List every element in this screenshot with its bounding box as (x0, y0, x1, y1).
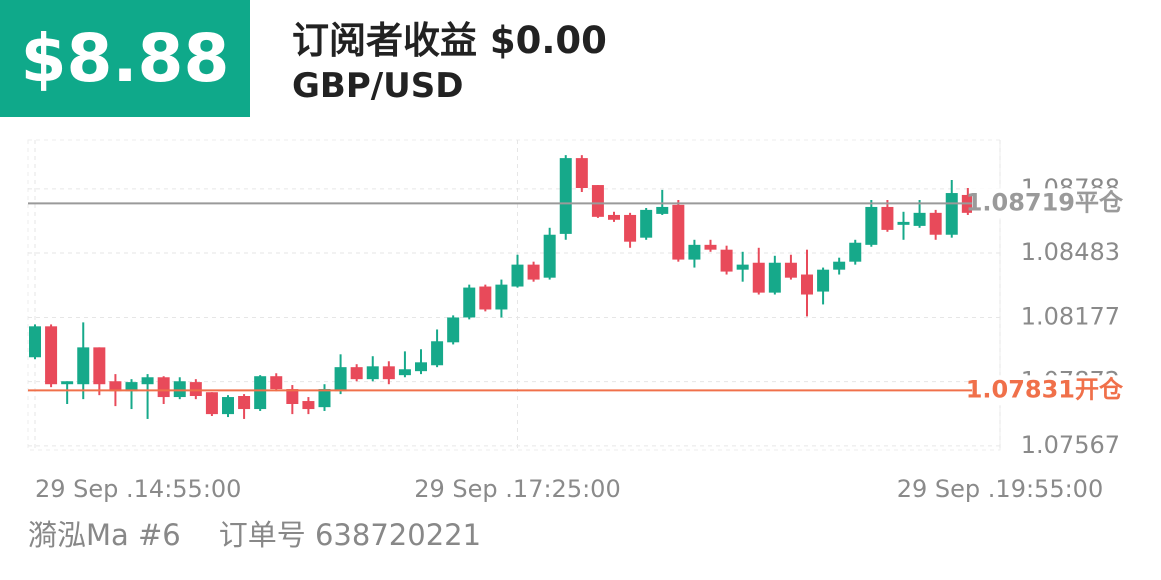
symbol: GBP/USD (292, 66, 464, 106)
candle-body (559, 158, 572, 234)
candle-body (447, 317, 460, 343)
candle-body (334, 367, 347, 392)
candle-body (61, 381, 74, 385)
candle-body (768, 262, 781, 293)
account: 漪泓Ma #6 (28, 518, 181, 552)
candle-body (125, 382, 138, 392)
candle-body (511, 264, 524, 287)
candle-body (929, 212, 942, 235)
candle-body (495, 284, 508, 310)
candle-body (254, 376, 267, 410)
y-tick-label: 1.08483 (1021, 238, 1120, 266)
label-background (972, 188, 1127, 219)
candle-body (205, 392, 218, 415)
reference-label: 1.08719平仓 (966, 188, 1124, 216)
candle-body (752, 262, 765, 293)
candle-body (431, 341, 444, 366)
candle-body (109, 381, 122, 392)
candle-body (286, 389, 299, 404)
candle-body (575, 158, 588, 188)
candle-body (350, 367, 363, 380)
reference-type: 开仓 (1075, 375, 1124, 403)
candle-body (833, 261, 846, 270)
candle-body (865, 206, 878, 245)
label-background (972, 375, 1127, 406)
candle-body (318, 389, 331, 408)
candle-body (29, 326, 41, 358)
candle-body (801, 274, 813, 295)
candle-body (881, 206, 894, 230)
reference-price: 1.07831 (966, 375, 1075, 403)
candle-body (382, 366, 395, 380)
candle-body (672, 204, 685, 260)
candle-body (77, 347, 90, 385)
candle-body (784, 262, 797, 278)
candle-body (656, 206, 669, 214)
candle-body (817, 269, 830, 292)
candle-body (479, 286, 492, 310)
candle-body (608, 214, 620, 220)
title: 订阅者收益 $0.00 (292, 19, 607, 62)
candle-body (141, 377, 154, 385)
y-tick-label: 1.07567 (1021, 431, 1120, 459)
candle-body (913, 212, 926, 226)
y-tick-label: 1.08177 (1021, 302, 1120, 330)
balance: $8.88 (0, 0, 250, 117)
candle-body (945, 193, 958, 235)
x-tick-label: 29 Sep .19:55:00 (897, 475, 1103, 503)
candle-body (270, 376, 283, 390)
reference-price: 1.08719 (966, 188, 1075, 216)
candle-body (189, 382, 202, 396)
candle-body (45, 326, 58, 385)
candle-body (415, 362, 427, 372)
candle-body (543, 234, 556, 278)
reference-type: 平仓 (1075, 188, 1124, 216)
candle-body (591, 185, 604, 217)
footer: 漪泓Ma #6 订单号 638720221 (28, 512, 519, 554)
x-tick-label: 29 Sep .14:55:00 (35, 475, 241, 503)
candle-body (173, 381, 186, 398)
candle-body (222, 397, 234, 415)
candle-body (527, 264, 540, 280)
candle-body (463, 287, 476, 318)
candle-body (366, 366, 379, 380)
candle-body (93, 347, 106, 385)
plot-frame (27, 139, 1001, 451)
candle-body (398, 369, 411, 376)
candle-body (640, 209, 653, 238)
candle-body (157, 377, 170, 398)
candle-body (897, 221, 910, 225)
candle-body (238, 396, 251, 410)
candle-body (302, 401, 315, 410)
candle-body (704, 244, 717, 250)
candle-body (736, 264, 749, 270)
x-tick-label: 29 Sep .17:25:00 (414, 475, 620, 503)
candle-body (688, 244, 701, 260)
order-number: 订单号 638720221 (218, 518, 482, 552)
reference-label: 1.07831开仓 (966, 375, 1124, 403)
candle-body (849, 242, 862, 262)
candle-body (624, 214, 637, 242)
candle-body (720, 249, 733, 272)
